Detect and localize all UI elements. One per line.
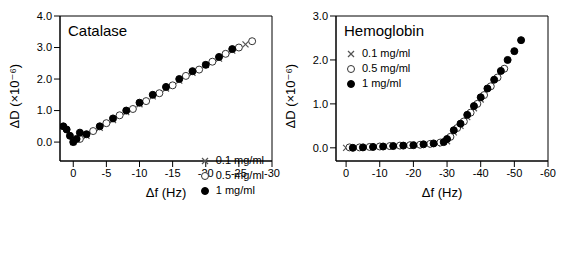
svg-text:ΔD (×10⁻⁶): ΔD (×10⁻⁶) [8, 64, 22, 129]
svg-text:0.0: 0.0 [313, 142, 328, 154]
svg-text:1.0: 1.0 [37, 104, 52, 116]
svg-text:-30: -30 [264, 167, 280, 179]
svg-text:Δf (Hz): Δf (Hz) [422, 185, 462, 200]
svg-text:-15: -15 [165, 167, 181, 179]
svg-text:ΔD (×10⁻⁶): ΔD (×10⁻⁶) [284, 64, 298, 129]
svg-text:-20: -20 [405, 167, 421, 179]
svg-text:3.0: 3.0 [37, 41, 52, 53]
svg-text:Δf (Hz): Δf (Hz) [146, 185, 186, 200]
svg-text:0: 0 [70, 167, 76, 179]
svg-text:-10: -10 [132, 167, 148, 179]
svg-text:-5: -5 [101, 167, 111, 179]
svg-text:1.0: 1.0 [313, 98, 328, 110]
svg-text:-20: -20 [198, 167, 214, 179]
svg-text:0.0: 0.0 [37, 136, 52, 148]
svg-text:3.0: 3.0 [313, 10, 328, 22]
svg-text:-25: -25 [231, 167, 247, 179]
svg-text:4.0: 4.0 [37, 10, 52, 22]
svg-text:-50: -50 [506, 167, 522, 179]
svg-text:-10: -10 [372, 167, 388, 179]
svg-text:2.0: 2.0 [37, 73, 52, 85]
svg-text:2.0: 2.0 [313, 54, 328, 66]
svg-text:-60: -60 [540, 167, 556, 179]
svg-text:-30: -30 [439, 167, 455, 179]
svg-text:-40: -40 [473, 167, 489, 179]
svg-text:0: 0 [343, 167, 349, 179]
